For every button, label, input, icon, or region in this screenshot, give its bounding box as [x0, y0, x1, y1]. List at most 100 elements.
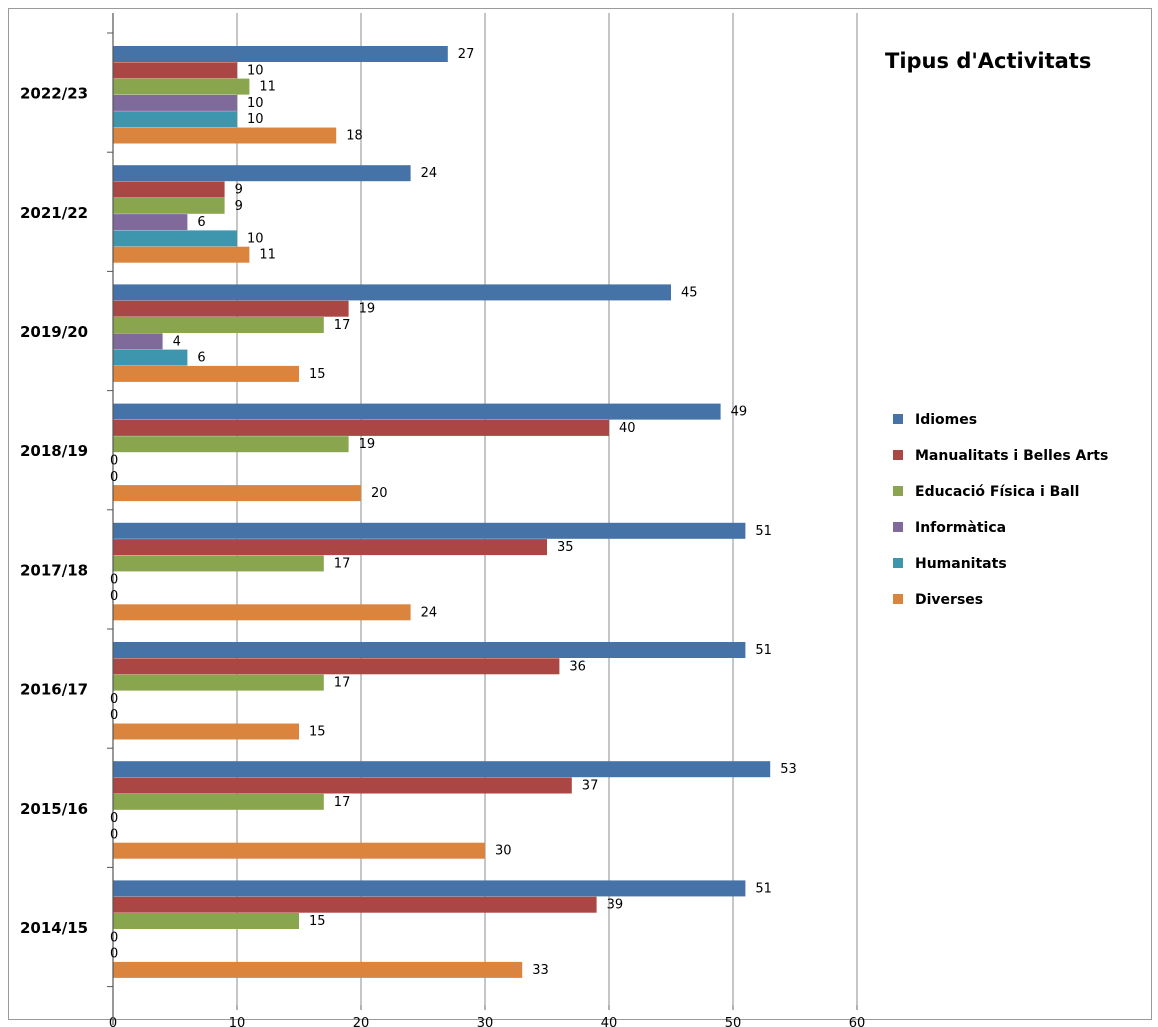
legend-label: Humanitats	[915, 556, 1007, 572]
legend-label: Manualitats i Belles Arts	[915, 448, 1108, 464]
data-label: 9	[235, 199, 243, 214]
bar	[113, 485, 361, 502]
bar	[113, 349, 188, 366]
data-label: 10	[247, 96, 264, 111]
x-tick-label: 20	[353, 1016, 370, 1027]
axes: 01020304050602022/232021/222019/202018/1…	[20, 13, 865, 1027]
legend-swatch	[893, 594, 903, 604]
bar	[113, 539, 547, 556]
data-label: 11	[259, 248, 276, 263]
legend-swatch	[893, 558, 903, 568]
data-label: 20	[371, 486, 388, 501]
chart-frame	[8, 8, 1152, 1020]
data-label: 51	[755, 881, 772, 896]
data-label: 0	[110, 811, 118, 826]
data-label: 45	[681, 285, 698, 300]
data-label: 0	[110, 692, 118, 707]
bar	[113, 658, 560, 675]
x-tick-label: 30	[477, 1016, 494, 1027]
data-label: 33	[532, 963, 549, 978]
category-label: 2016/17	[20, 681, 88, 699]
data-label: 0	[110, 708, 118, 723]
legend-label: Informàtica	[915, 520, 1006, 536]
data-label: 10	[247, 231, 264, 246]
data-label: 0	[110, 947, 118, 962]
bar	[113, 165, 411, 182]
data-label: 10	[247, 63, 264, 78]
bar	[113, 961, 523, 978]
bar	[113, 214, 188, 231]
legend-swatch	[893, 522, 903, 532]
bar	[113, 403, 721, 420]
bar	[113, 896, 597, 913]
data-label: 30	[495, 844, 512, 859]
bar	[113, 419, 609, 436]
data-label: 9	[235, 183, 243, 198]
category-label: 2014/15	[20, 919, 88, 937]
legend-swatch	[893, 486, 903, 496]
data-label: 0	[110, 930, 118, 945]
bar	[113, 436, 349, 453]
category-label: 2022/23	[20, 85, 88, 103]
bar	[113, 300, 349, 317]
data-label: 6	[197, 215, 205, 230]
category-label: 2019/20	[20, 323, 88, 341]
data-label: 27	[458, 47, 475, 62]
data-label: 51	[755, 643, 772, 658]
category-label: 2017/18	[20, 561, 88, 579]
category-label: 2021/22	[20, 204, 88, 222]
data-label: 51	[755, 524, 772, 539]
data-label: 0	[110, 454, 118, 469]
bar	[113, 913, 299, 929]
bar	[113, 62, 237, 79]
data-label: 39	[607, 898, 624, 913]
bar	[113, 793, 324, 810]
data-label: 37	[582, 779, 599, 794]
data-label: 36	[569, 659, 586, 674]
bar	[113, 723, 299, 740]
data-label: 19	[359, 437, 376, 452]
legend-label: Diverses	[915, 592, 983, 608]
data-label: 40	[619, 421, 636, 436]
bars	[113, 46, 771, 978]
data-label: 24	[421, 605, 438, 620]
x-tick-label: 50	[725, 1016, 742, 1027]
x-tick-label: 10	[229, 1016, 246, 1027]
chart-title: Tipus d'Activitats	[885, 49, 1091, 73]
bar	[113, 777, 572, 794]
data-label: 15	[309, 367, 326, 382]
bar	[113, 674, 324, 691]
bar	[113, 197, 225, 214]
data-label: 10	[247, 112, 264, 127]
legend-label: Idiomes	[915, 412, 977, 428]
bar	[113, 230, 237, 247]
data-label: 0	[110, 573, 118, 588]
bar	[113, 365, 299, 382]
bar	[113, 604, 411, 621]
data-label: 0	[110, 470, 118, 485]
bar	[113, 46, 448, 62]
category-label: 2015/16	[20, 800, 88, 818]
data-label: 35	[557, 540, 574, 555]
legend: Idiomes Manualitats i Belles Arts Educació…	[893, 412, 1108, 608]
data-label: 19	[359, 302, 376, 317]
bar	[113, 78, 250, 95]
bar	[113, 555, 324, 572]
data-label: 17	[334, 318, 351, 333]
x-tick-label: 60	[849, 1016, 866, 1027]
value-labels: 2710111010182499610114519174615494019002…	[110, 47, 797, 978]
bar	[113, 284, 671, 301]
data-label: 0	[110, 827, 118, 842]
bar	[113, 94, 237, 111]
bar	[113, 522, 746, 539]
bar	[113, 317, 324, 333]
bar	[113, 880, 746, 897]
data-label: 17	[334, 676, 351, 691]
bar	[113, 761, 771, 778]
bar	[113, 246, 250, 263]
data-label: 17	[334, 795, 351, 810]
data-label: 15	[309, 914, 326, 929]
data-label: 4	[173, 334, 181, 349]
legend-label: Educació Física i Ball	[915, 484, 1079, 500]
